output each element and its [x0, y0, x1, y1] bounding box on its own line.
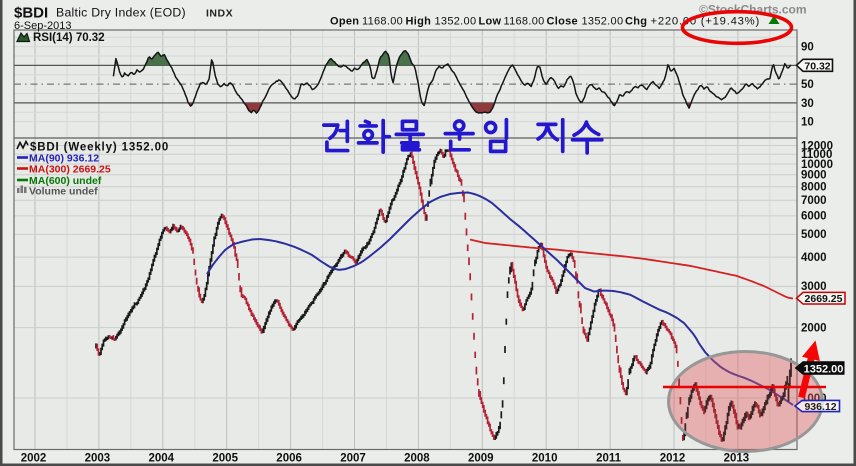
svg-text:MA(300) 2669.25: MA(300) 2669.25: [29, 164, 111, 176]
svg-text:INDX: INDX: [206, 8, 233, 20]
svg-text:2007: 2007: [340, 453, 366, 465]
svg-text:2005: 2005: [212, 453, 238, 465]
svg-text:2000: 2000: [801, 322, 827, 334]
svg-text:Volume undef: Volume undef: [29, 186, 98, 198]
svg-text:12000: 12000: [801, 140, 833, 152]
svg-text:1352.00: 1352.00: [582, 16, 624, 28]
svg-text:50: 50: [801, 79, 814, 91]
svg-text:1352.00: 1352.00: [804, 363, 844, 375]
svg-text:MA(90) 936.12: MA(90) 936.12: [29, 153, 99, 165]
svg-text:2669.25: 2669.25: [805, 293, 843, 305]
svg-text:2003: 2003: [85, 453, 111, 465]
svg-text:Baltic Dry Index (EOD): Baltic Dry Index (EOD): [56, 6, 186, 20]
svg-text:Chg: Chg: [625, 16, 647, 28]
svg-text:1168.00: 1168.00: [504, 16, 545, 28]
svg-text:1168.00: 1168.00: [362, 16, 403, 28]
svg-text:+220.00 (+19.43%): +220.00 (+19.43%): [651, 16, 760, 28]
svg-text:90: 90: [801, 42, 814, 54]
svg-text:2008: 2008: [404, 453, 430, 465]
svg-text:2012: 2012: [660, 453, 686, 465]
svg-text:$BDI (Weekly) 1352.00: $BDI (Weekly) 1352.00: [30, 142, 169, 154]
svg-text:2011: 2011: [596, 453, 622, 465]
svg-text:$BDI: $BDI: [14, 5, 48, 22]
svg-text:10000: 10000: [801, 159, 833, 171]
svg-text:1352.00: 1352.00: [435, 16, 477, 28]
svg-text:70.32: 70.32: [804, 60, 830, 72]
svg-text:2002: 2002: [21, 453, 47, 465]
svg-text:MA(600) undef: MA(600) undef: [29, 175, 102, 187]
svg-text:Close: Close: [547, 16, 578, 28]
svg-text:4000: 4000: [801, 252, 827, 264]
svg-text:2013: 2013: [724, 453, 750, 465]
svg-text:10: 10: [801, 117, 814, 129]
svg-text:8000: 8000: [801, 182, 827, 194]
svg-text:High: High: [406, 16, 432, 28]
svg-text:Low: Low: [479, 16, 502, 28]
svg-text:3000: 3000: [801, 281, 827, 293]
svg-text:6-Sep-2013: 6-Sep-2013: [14, 20, 72, 32]
svg-text:9000: 9000: [801, 170, 827, 182]
svg-text:RSI(14) 70.32: RSI(14) 70.32: [33, 32, 105, 44]
svg-text:936.12: 936.12: [804, 401, 836, 413]
svg-text:2009: 2009: [468, 453, 494, 465]
svg-text:Open: Open: [330, 16, 359, 28]
svg-text:5000: 5000: [801, 229, 827, 241]
svg-text:6000: 6000: [801, 211, 827, 223]
svg-text:2010: 2010: [532, 453, 558, 465]
svg-text:2006: 2006: [276, 453, 302, 465]
svg-text:2004: 2004: [149, 453, 175, 465]
svg-text:30: 30: [801, 98, 814, 110]
svg-text:11000: 11000: [801, 149, 832, 161]
svg-text:7000: 7000: [801, 195, 827, 207]
